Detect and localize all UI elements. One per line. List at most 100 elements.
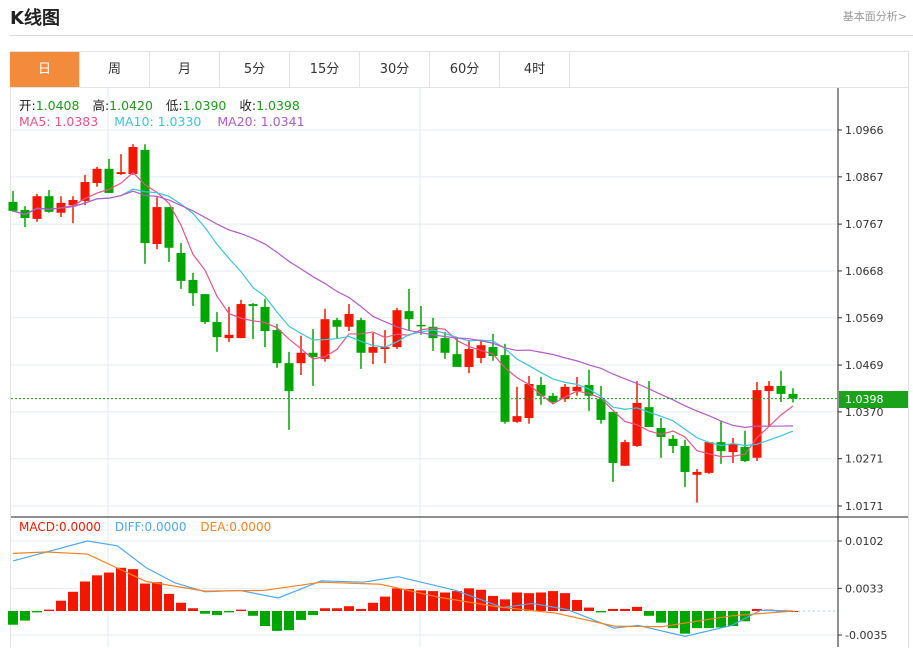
macd-bar [692,611,702,629]
macd-bar [500,599,510,611]
price-tick-label: 1.0966 [845,124,884,137]
tab-15min[interactable]: 15分 [290,52,360,87]
close-label: 收: [239,98,257,113]
macd-bar [116,567,126,611]
close-value: 1.0398 [256,98,300,113]
tab-5min[interactable]: 5分 [220,52,290,87]
candle-down [200,294,210,323]
macd-bar [392,588,402,611]
candle-up [368,347,378,353]
candle-down [260,306,270,332]
ma5-line [12,171,794,458]
price-tick-label: 1.0767 [845,218,884,231]
candle-up [524,383,534,419]
macd-bar [440,592,450,611]
macd-bar [224,611,234,613]
macd-bar [428,591,438,611]
candle-up [752,390,762,458]
macd-bar [680,611,690,634]
candle-down [356,320,366,353]
fundamental-analysis-link[interactable]: 基本面分析> [842,10,907,23]
macd-bar [8,611,18,625]
candle-down [488,347,498,357]
macd-bar [572,600,582,611]
candle-down [188,279,198,294]
open-label: 开: [19,98,36,113]
macd-bar [92,575,102,611]
macd-bar [236,609,246,611]
price-tick-label: 1.0569 [845,312,884,325]
candle-up [704,442,714,473]
candle-down [452,354,462,367]
candle-down [680,445,690,472]
dea-line [12,551,794,628]
chart-panel [10,51,909,648]
ma-info: MA5: 1.0383 MA10: 1.0330 MA20: 1.0341 [19,114,305,129]
macd-info: MACD:0.0000 DIFF:0.0000 DEA:0.0000 [19,520,271,534]
tab-day[interactable]: 日 [10,52,80,87]
candle-down [440,338,450,353]
ohlc-info: 开:1.0408 高:1.0420 低:1.0390 收:1.0398 [19,95,309,114]
candle-up [152,207,162,244]
tab-week[interactable]: 周 [80,52,150,87]
macd-bar [332,608,342,611]
price-tick-label: 1.0867 [845,171,884,184]
macd-bar [620,608,630,611]
diff-value: DIFF:0.0000 [114,520,187,534]
candle-down [656,427,666,437]
ma5-value: MA5: 1.0383 [19,114,99,129]
period-tabs: 日 周 月 5分 15分 30分 60分 4时 [10,52,908,88]
candle-down [536,384,546,396]
candle-up [692,471,702,475]
price-tick-label: 1.0469 [845,359,884,372]
macd-bar [68,591,78,611]
macd-bar [284,611,294,631]
candle-down [8,201,18,211]
candle-up [236,304,246,339]
ma20-value: MA20: 1.0341 [217,114,305,129]
candle-down [140,149,150,244]
candle-up [92,168,102,183]
candle-up [68,199,78,206]
open-value: 1.0408 [35,98,80,113]
macd-bar [140,583,150,611]
candle-down [416,324,426,327]
macd-bar [548,591,558,611]
macd-bar [344,606,354,611]
macd-bar [524,593,534,611]
macd-bar [272,611,282,631]
high-value: 1.0420 [109,98,153,113]
macd-bar [512,592,522,611]
candle-down [164,207,174,248]
tab-month[interactable]: 月 [150,52,220,87]
macd-bar [104,572,114,611]
macd-tick-label: -0.0035 [845,629,887,642]
candle-up [764,385,774,392]
macd-bar [644,611,654,616]
candle-down [584,384,594,396]
macd-bar [308,611,318,616]
header-divider [10,35,913,36]
tab-30min[interactable]: 30分 [360,52,430,87]
macd-bar [260,611,270,627]
macd-bar [632,606,642,611]
low-value: 1.0390 [182,98,227,113]
candle-up [728,444,738,453]
macd-bar [584,607,594,611]
macd-bar [404,589,414,611]
candle-down [428,326,438,339]
page-title: K线图 [10,8,60,29]
candle-up [392,310,402,348]
candle-down [212,322,222,338]
tab-60min[interactable]: 60分 [430,52,500,87]
macd-bar [20,611,30,621]
macd-bar [476,589,486,611]
candle-up [32,196,42,219]
macd-bar [752,608,762,611]
macd-bar [44,609,54,611]
price-tick-label: 1.0668 [845,265,884,278]
tab-4hour[interactable]: 4时 [500,52,570,87]
macd-bar [164,593,174,611]
candle-up [560,386,570,400]
